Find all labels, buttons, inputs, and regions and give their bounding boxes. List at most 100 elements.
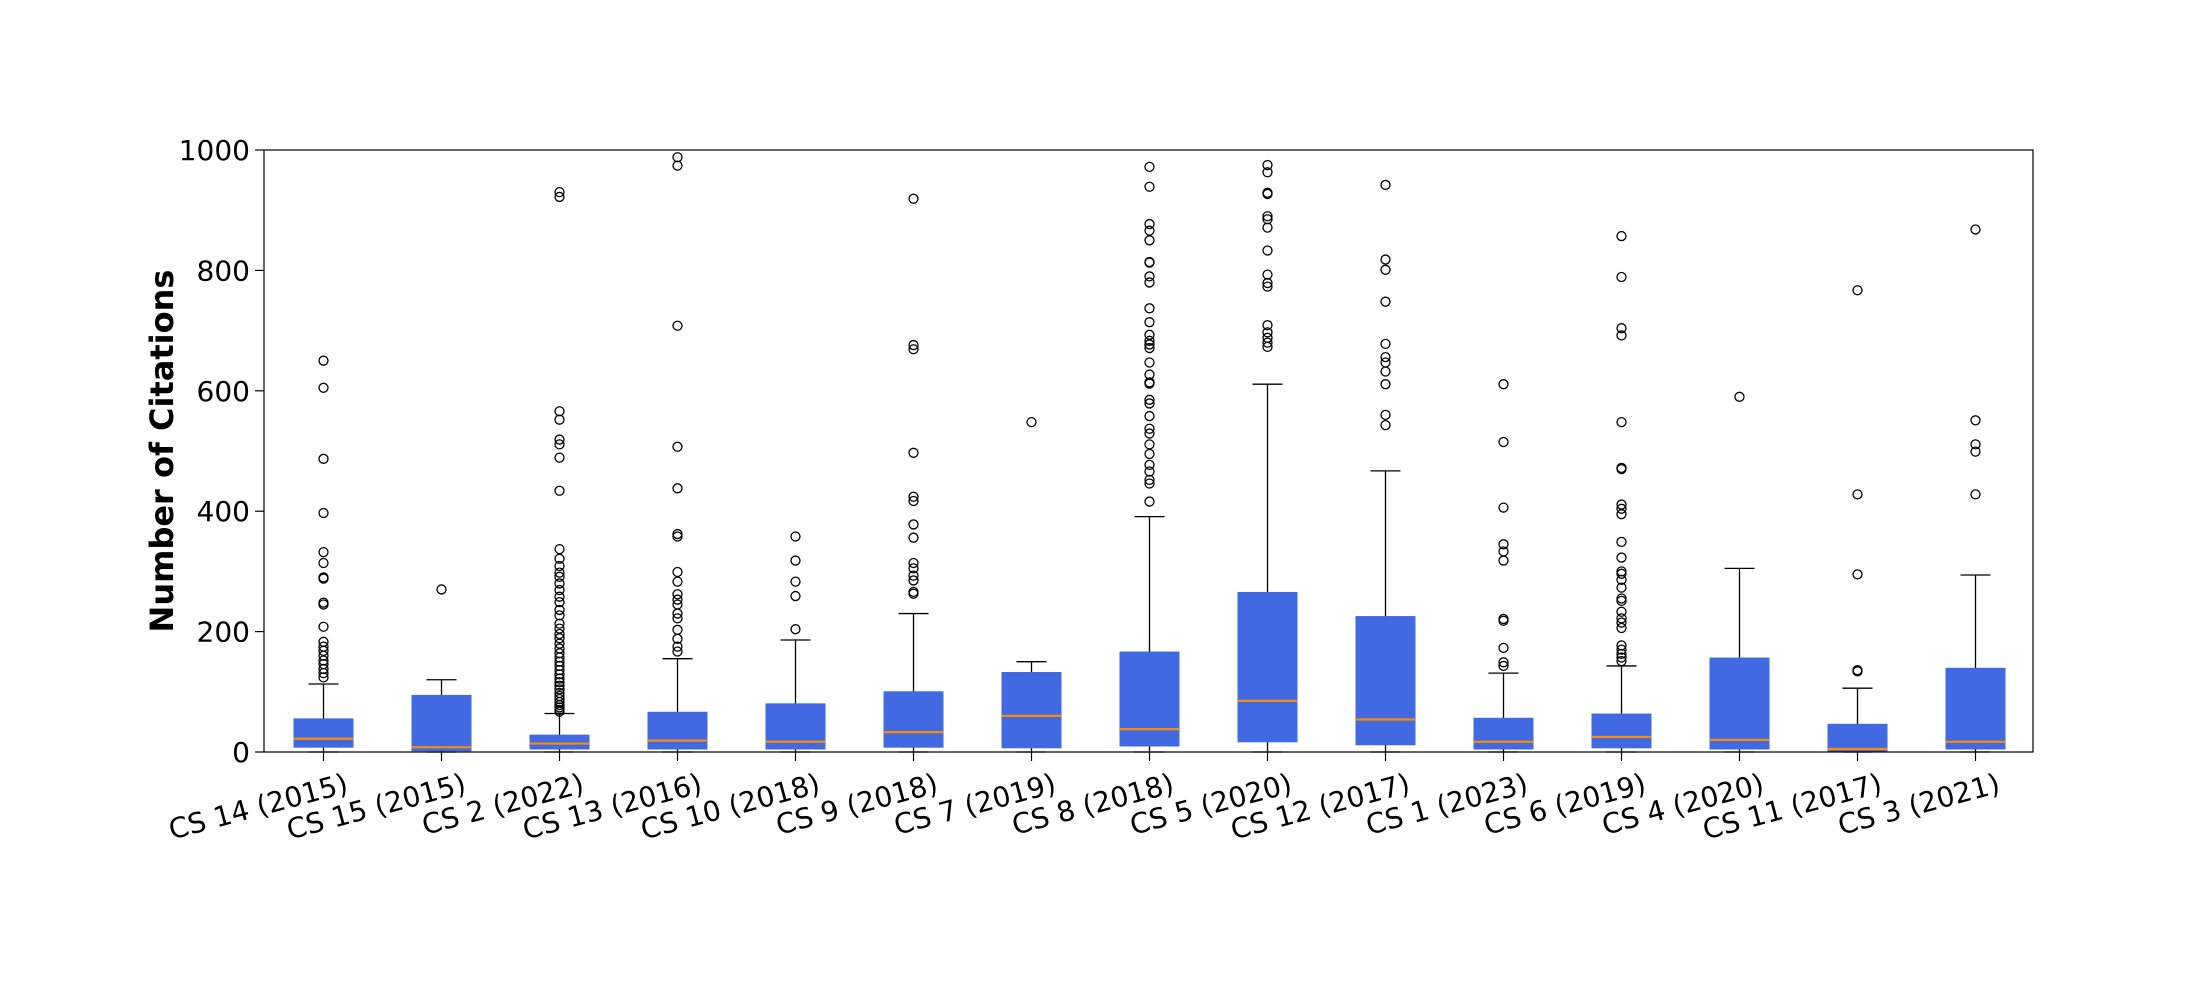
outlier-point (554, 406, 565, 417)
outlier-point (1970, 489, 1981, 500)
outlier-point (1616, 617, 1627, 628)
box-group-14 (1827, 285, 1888, 753)
box-group-8 (1119, 161, 1180, 753)
outlier-point (554, 191, 565, 203)
outlier-point (790, 555, 801, 566)
outlier-point (554, 578, 565, 589)
box-iqr (1119, 651, 1180, 747)
y-tick-label-0: 0 (232, 736, 250, 769)
outlier-point (908, 532, 919, 543)
outlier-point (1616, 606, 1627, 617)
outlier-point (1498, 555, 1509, 566)
outlier-point (1380, 409, 1391, 421)
outlier-point (1380, 419, 1391, 431)
outlier-point (672, 441, 683, 452)
outlier-point (318, 453, 329, 464)
box-group-4 (647, 152, 708, 753)
outlier-point (554, 485, 565, 496)
outlier-point (1262, 281, 1273, 292)
outlier-point (1380, 357, 1391, 368)
outlier-point (1144, 271, 1155, 282)
outlier-point (1380, 296, 1391, 307)
outlier-point (1144, 303, 1155, 314)
box-iqr (411, 694, 472, 752)
outlier-point (554, 669, 565, 680)
outlier-point (1616, 323, 1627, 334)
outlier-point (554, 610, 565, 621)
outlier-point (554, 553, 565, 564)
box-iqr (1473, 717, 1534, 750)
outlier-point (554, 571, 565, 582)
outlier-point (1498, 379, 1509, 390)
outlier-point (1498, 642, 1509, 654)
outlier-point (1616, 574, 1627, 585)
outlier-point (672, 483, 683, 494)
box-group-1 (293, 355, 354, 753)
outlier-point (790, 590, 801, 602)
box-iqr (1709, 657, 1770, 750)
outlier-point (1852, 666, 1863, 677)
box-group-5 (765, 531, 826, 753)
outlier-point (554, 677, 565, 688)
outlier-point (908, 344, 919, 355)
outlier-point (554, 680, 565, 691)
outlier-point (908, 570, 919, 581)
outlier-point (554, 452, 565, 463)
outlier-point (672, 608, 683, 619)
outlier-point (1144, 339, 1155, 350)
outlier-point (908, 588, 919, 599)
outlier-point (1380, 351, 1391, 363)
boxes-layer (293, 152, 2006, 753)
outlier-point (1498, 436, 1509, 448)
y-tick-label-600: 600 (197, 375, 250, 408)
outlier-point (318, 621, 329, 632)
outlier-point (1144, 218, 1155, 230)
y-tick-label-800: 800 (197, 254, 250, 287)
box-iqr (529, 734, 590, 750)
outlier-point (672, 152, 683, 163)
outlier-point (1616, 655, 1627, 667)
outlier-point (1616, 536, 1627, 548)
box-iqr (1001, 672, 1062, 749)
outlier-point (908, 495, 919, 507)
outlier-point (1498, 539, 1509, 550)
box-group-9 (1237, 159, 1298, 753)
outlier-point (318, 672, 329, 683)
x-axis: CS 14 (2015)CS 15 (2015)CS 2 (2022)CS 13… (165, 752, 2003, 846)
outlier-point (554, 543, 565, 555)
outlier-point (1144, 181, 1155, 192)
outlier-point (1498, 502, 1509, 513)
outlier-point (908, 557, 919, 569)
outlier-point (672, 646, 683, 657)
outlier-point (1380, 254, 1391, 265)
outlier-point (672, 566, 683, 578)
outlier-point (1498, 657, 1509, 668)
box-iqr (883, 691, 944, 748)
outlier-point (1498, 615, 1509, 626)
outlier-point (1144, 257, 1155, 268)
box-iqr (1237, 591, 1298, 743)
box-group-15 (1945, 224, 2006, 753)
outlier-point (672, 624, 683, 635)
outlier-point (436, 584, 447, 595)
outlier-point (318, 382, 329, 393)
outlier-point (908, 447, 919, 458)
box-iqr (1591, 713, 1652, 749)
outlier-point (672, 633, 683, 644)
box-iqr (1355, 616, 1416, 746)
outlier-point (318, 599, 329, 610)
outlier-point (1262, 222, 1273, 233)
outlier-point (1616, 652, 1627, 663)
outlier-point (1616, 230, 1627, 242)
outlier-point (1144, 459, 1155, 470)
outlier-point (908, 575, 919, 586)
outlier-point (1616, 503, 1627, 514)
outlier-point (1144, 439, 1155, 450)
outlier-point (672, 589, 683, 600)
outlier-point (1144, 466, 1155, 477)
outlier-point (908, 519, 919, 530)
outlier-point (1144, 394, 1155, 405)
outlier-point (1616, 568, 1627, 579)
box-iqr (647, 711, 708, 750)
